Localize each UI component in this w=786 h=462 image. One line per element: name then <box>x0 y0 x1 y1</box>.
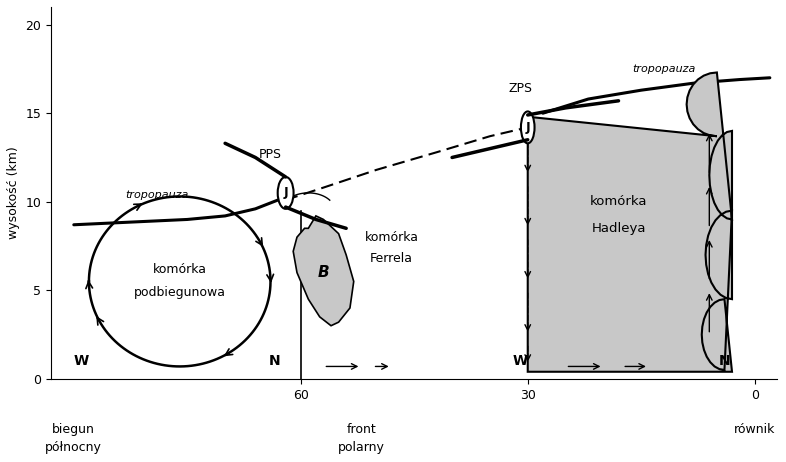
Polygon shape <box>293 216 354 326</box>
Text: N: N <box>269 354 280 368</box>
Text: J: J <box>283 186 288 200</box>
Text: polarny: polarny <box>338 441 384 454</box>
Text: równik: równik <box>734 423 776 436</box>
Text: komórka: komórka <box>590 195 648 208</box>
Text: podbiegunowa: podbiegunowa <box>134 286 226 298</box>
Ellipse shape <box>277 177 294 209</box>
Text: tropopauza: tropopauza <box>125 190 189 200</box>
Text: Ferrela: Ferrela <box>370 252 413 265</box>
Text: PPS: PPS <box>259 148 282 161</box>
Text: komórka: komórka <box>152 262 207 275</box>
Text: front: front <box>347 423 376 436</box>
Ellipse shape <box>521 111 534 143</box>
Text: B: B <box>318 265 329 280</box>
Text: ZPS: ZPS <box>509 83 532 96</box>
Polygon shape <box>527 73 732 372</box>
Text: Hadleya: Hadleya <box>591 222 646 235</box>
Text: W: W <box>74 354 89 368</box>
Text: W: W <box>512 354 527 368</box>
Text: N: N <box>718 354 730 368</box>
Text: komórka: komórka <box>365 231 419 243</box>
Text: biegun: biegun <box>53 423 95 436</box>
Text: J: J <box>525 121 530 134</box>
Y-axis label: wysokość (km): wysokość (km) <box>7 146 20 239</box>
Text: tropopauza: tropopauza <box>632 64 696 74</box>
Text: północny: północny <box>46 441 102 454</box>
